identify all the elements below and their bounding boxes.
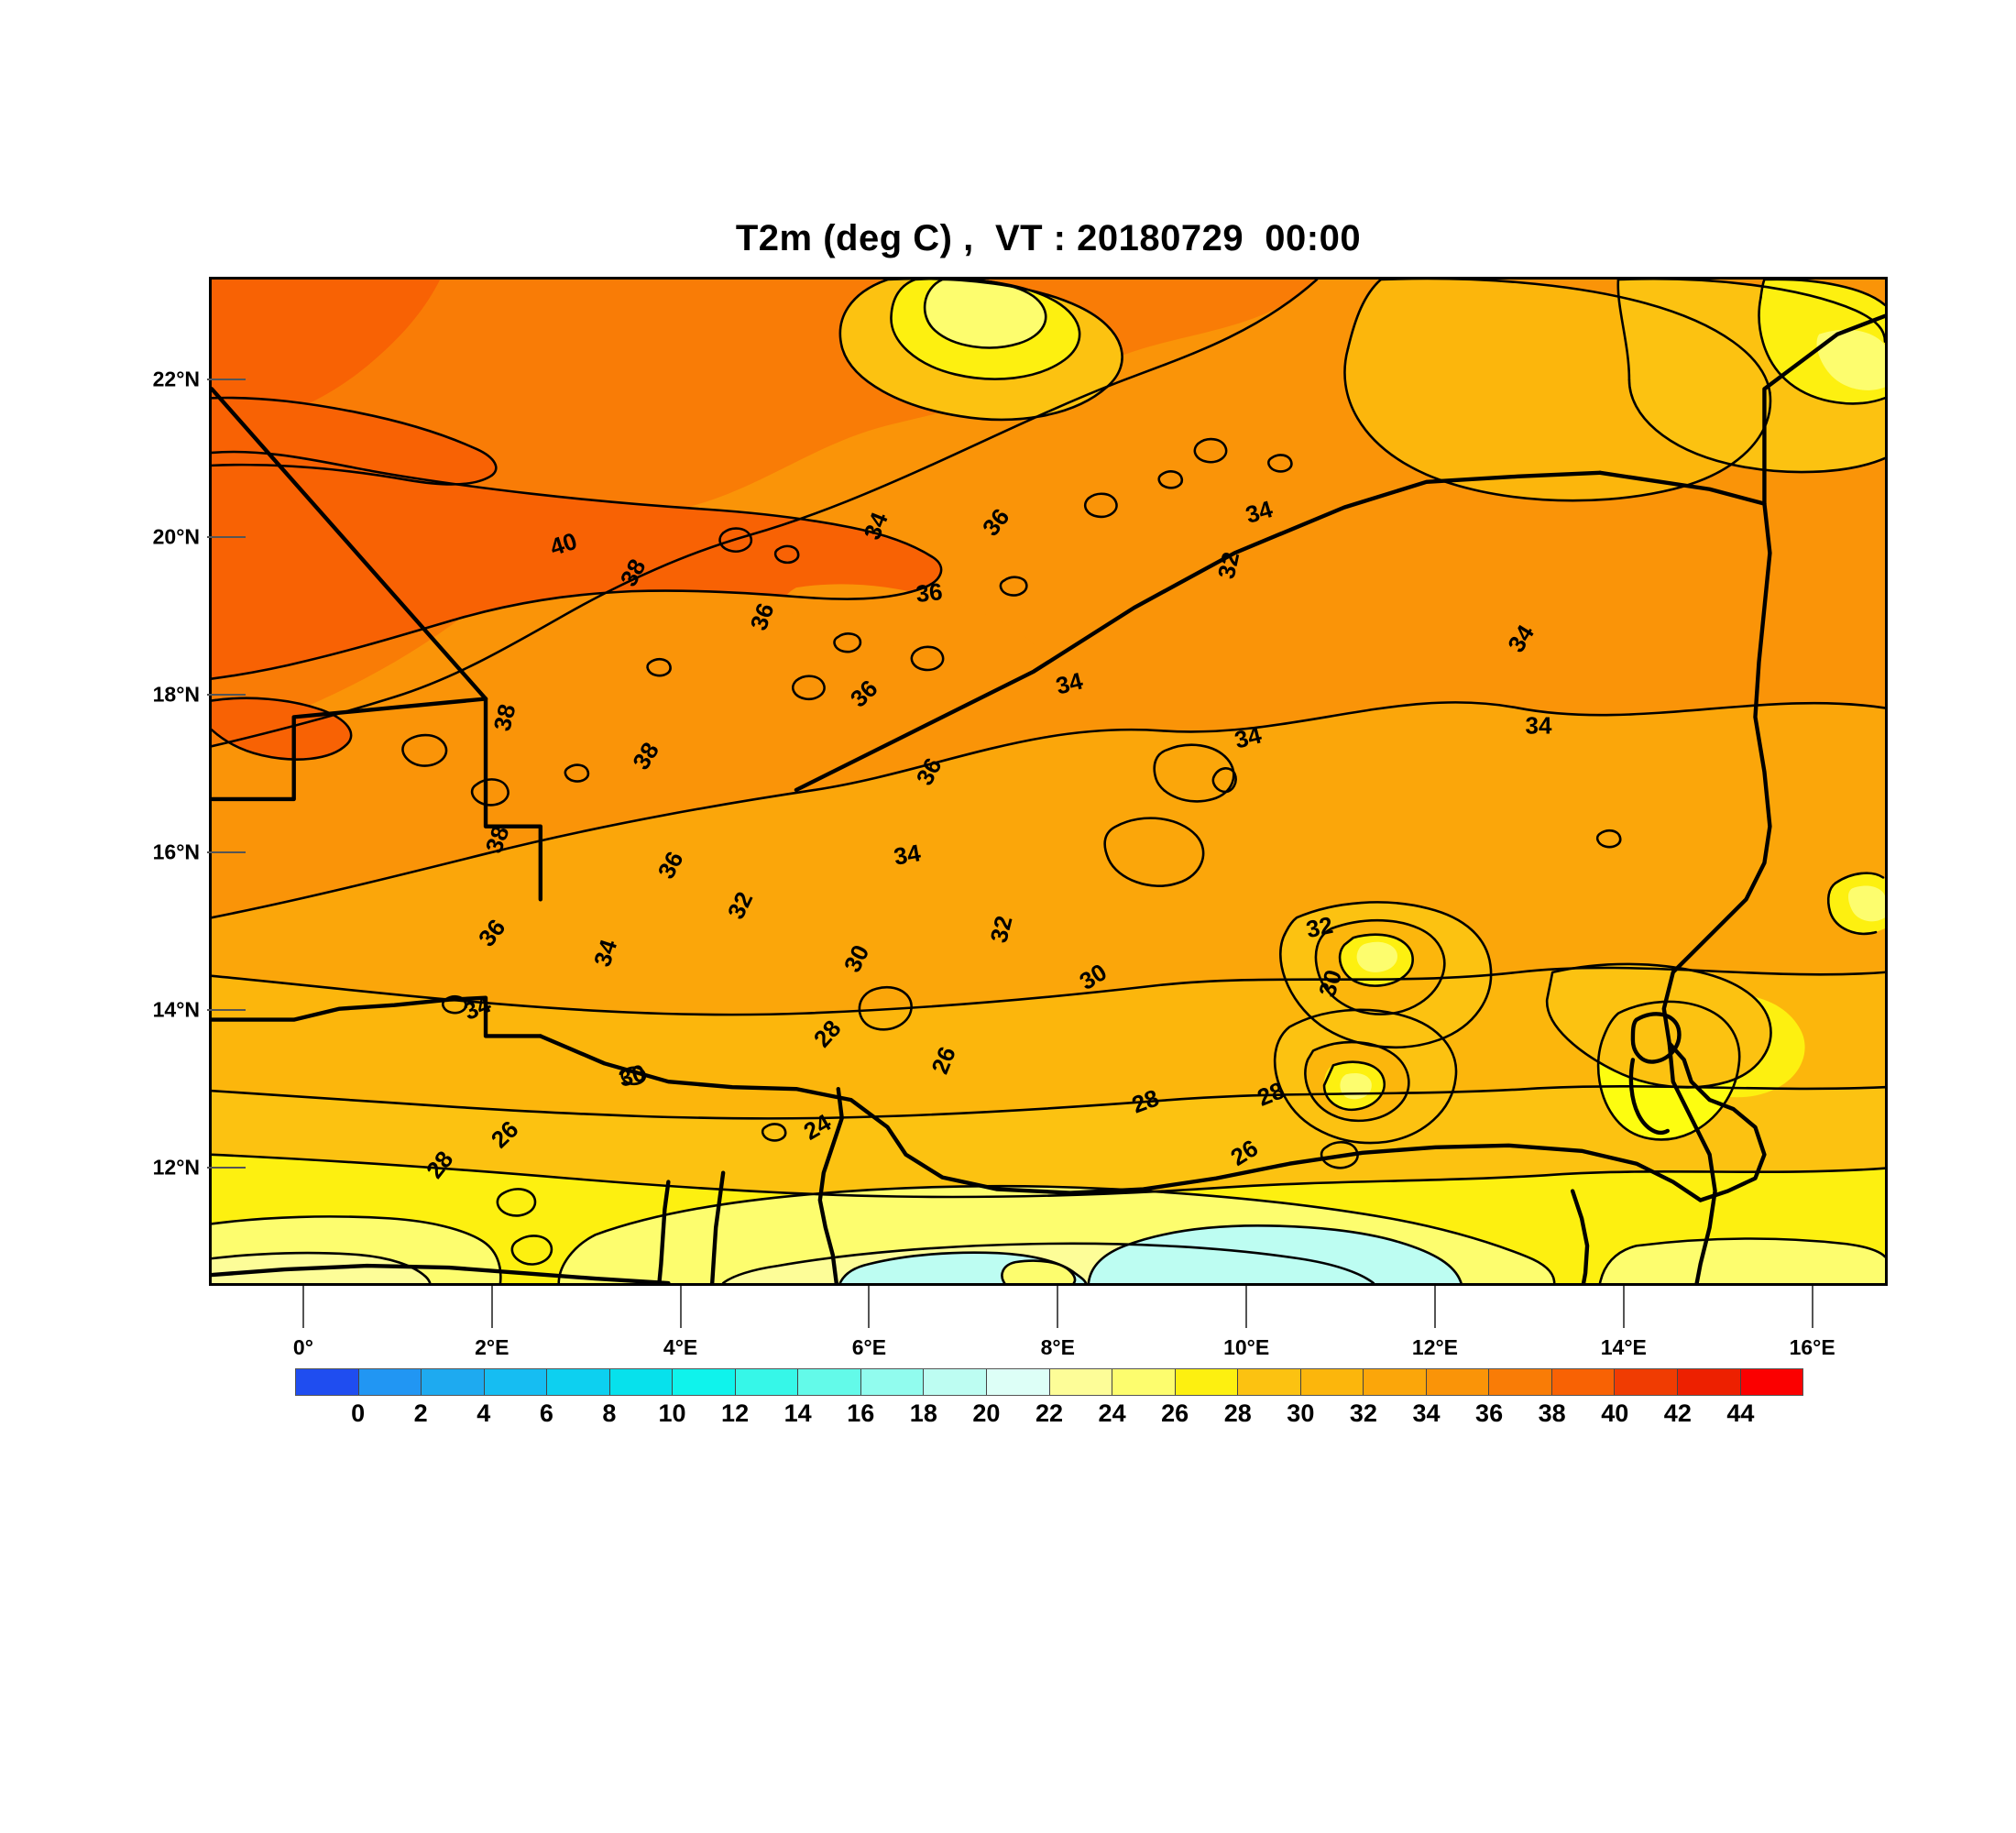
colorbar-tick-label: 38 — [1538, 1399, 1566, 1427]
colorbar-tick-label: 44 — [1726, 1399, 1755, 1427]
colorbar-tick-label: 2 — [413, 1399, 428, 1427]
x-tick-label: 2°E — [475, 1335, 509, 1359]
colorbar-swatch — [422, 1369, 485, 1395]
colorbar-tick-label: 20 — [972, 1399, 1001, 1427]
x-tick-mark — [490, 1286, 493, 1328]
colorbar-tick-label: 14 — [783, 1399, 812, 1427]
y-tick-label: 22°N — [152, 367, 200, 391]
colorbar-swatch — [673, 1369, 736, 1395]
colorbar-tick-label: 28 — [1223, 1399, 1252, 1427]
colorbar-swatch — [547, 1369, 610, 1395]
x-tick-label: 14°E — [1600, 1335, 1647, 1359]
colorbar-swatch — [1426, 1369, 1490, 1395]
colorbar-swatch — [987, 1369, 1050, 1395]
colorbar-tick-label: 22 — [1035, 1399, 1064, 1427]
colorbar-tick-label: 12 — [721, 1399, 750, 1427]
colorbar-tick-label: 26 — [1161, 1399, 1189, 1427]
colorbar-tick-label: 42 — [1663, 1399, 1692, 1427]
colorbar-swatch — [1615, 1369, 1679, 1395]
colorbar-swatch — [358, 1369, 422, 1395]
colorbar-swatch — [609, 1369, 674, 1395]
colorbar-swatch — [924, 1369, 988, 1395]
y-tick-mark — [207, 378, 246, 380]
colorbar-tick-label: 30 — [1287, 1399, 1315, 1427]
y-tick-label: 20°N — [152, 524, 200, 549]
x-tick-mark — [1622, 1286, 1625, 1328]
colorbar-swatch — [1551, 1369, 1616, 1395]
colorbar-tick-label: 0 — [351, 1399, 366, 1427]
y-tick-mark — [207, 1166, 246, 1169]
colorbar-swatch — [1489, 1369, 1552, 1395]
y-tick-label: 18°N — [152, 682, 200, 707]
x-tick-mark — [1433, 1286, 1436, 1328]
colorbar-swatch — [1049, 1369, 1113, 1395]
x-tick-mark — [1245, 1286, 1248, 1328]
x-tick-label: 12°E — [1411, 1335, 1459, 1359]
colorbar-swatch — [860, 1369, 925, 1395]
temperature-contour-map — [212, 280, 1885, 1283]
page-title: T2m (deg C) , VT : 20180729 00:00 — [735, 218, 1362, 258]
colorbar-tick-label: 18 — [909, 1399, 937, 1427]
colorbar-tick-label: 24 — [1098, 1399, 1126, 1427]
x-tick-mark — [679, 1286, 682, 1328]
colorbar[interactable] — [295, 1368, 1803, 1396]
x-tick-label: 0° — [292, 1335, 313, 1359]
y-tick-mark — [207, 535, 246, 538]
x-tick-label: 10°E — [1223, 1335, 1270, 1359]
colorbar-swatch — [798, 1369, 861, 1395]
colorbar-swatch — [1112, 1369, 1176, 1395]
x-tick-mark — [868, 1286, 871, 1328]
colorbar-tick-label: 16 — [847, 1399, 875, 1427]
colorbar-swatch — [1238, 1369, 1301, 1395]
colorbar-swatch — [296, 1369, 359, 1395]
colorbar-swatch — [1740, 1369, 1803, 1395]
colorbar-tick-label: 4 — [477, 1399, 491, 1427]
colorbar-tick-label: 6 — [539, 1399, 553, 1427]
x-tick-label: 16°E — [1789, 1335, 1835, 1359]
y-tick-label: 16°N — [152, 840, 200, 864]
y-tick-mark — [207, 693, 246, 696]
colorbar-swatch — [1364, 1369, 1427, 1395]
y-tick-label: 14°N — [152, 997, 200, 1022]
y-tick-label: 12°N — [152, 1155, 200, 1180]
x-tick-label: 6°E — [851, 1335, 887, 1359]
colorbar-tick-label: 8 — [602, 1399, 617, 1427]
colorbar-tick-label: 10 — [658, 1399, 686, 1427]
colorbar-swatch — [1175, 1369, 1239, 1395]
y-tick-mark — [207, 1008, 246, 1011]
x-tick-mark — [1057, 1286, 1059, 1328]
colorbar-tick-label: 36 — [1475, 1399, 1504, 1427]
x-tick-mark — [1811, 1286, 1813, 1328]
y-tick-mark — [207, 851, 246, 853]
colorbar-tick-labels: 0 2 4 6 8 10 12 14 16 18 20 22 24 26 28 30 32 34 36 38 40 42 4… — [295, 1399, 1803, 1436]
colorbar-swatch — [484, 1369, 548, 1395]
colorbar-tick-label: 34 — [1412, 1399, 1441, 1427]
x-tick-mark — [301, 1286, 304, 1328]
colorbar-tick-label: 40 — [1601, 1399, 1629, 1427]
colorbar-swatch — [735, 1369, 799, 1395]
x-tick-label: 4°E — [663, 1335, 698, 1359]
x-tick-label: 8°E — [1040, 1335, 1075, 1359]
colorbar-swatch — [1300, 1369, 1364, 1395]
colorbar-swatch — [1678, 1369, 1741, 1395]
map-plot-area[interactable]: 40 38 36 36 36 34 34 32 34 34 38 38 36 34 34 38 36 36 34 36… — [209, 277, 1888, 1286]
colorbar-tick-label: 32 — [1349, 1399, 1377, 1427]
